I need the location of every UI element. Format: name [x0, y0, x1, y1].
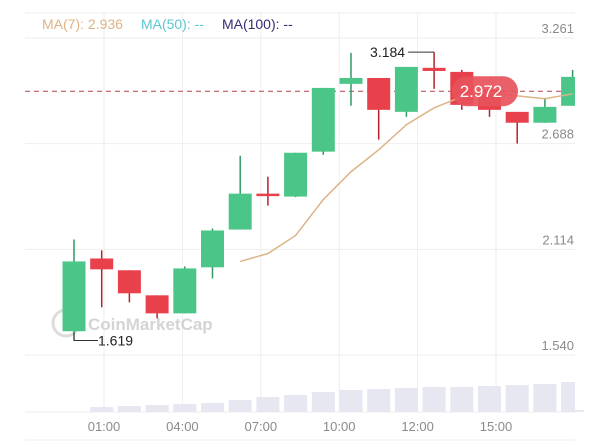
volume-bar: [422, 387, 446, 412]
candle: [201, 228, 224, 279]
candle-body: [533, 106, 557, 123]
candle-body: [394, 66, 418, 112]
last-price-value: 2.972: [460, 82, 503, 101]
candle-body: [201, 230, 224, 268]
y-tick-label: 2.688: [541, 127, 574, 142]
candle: [256, 176, 280, 206]
candle: [117, 270, 141, 303]
legend-ma100: MA(100): --: [221, 16, 293, 32]
volume-bar: [450, 387, 474, 412]
volume-bar: [90, 407, 114, 412]
y-tick-label: 3.261: [541, 21, 574, 36]
x-tick-label: 12:00: [401, 419, 434, 434]
volume-bar: [367, 389, 391, 412]
candle-body: [228, 193, 252, 230]
candle-body: [90, 258, 114, 270]
candle-body: [62, 261, 86, 332]
candle-body: [256, 193, 280, 197]
volume-bar: [478, 386, 501, 412]
volume-bar: [117, 406, 141, 412]
ma-legend: MA(7): 2.936 MA(50): -- MA(100): --: [42, 16, 293, 32]
candle-body: [117, 270, 141, 294]
volume-bar: [394, 388, 418, 412]
legend-ma7: MA(7): 2.936: [42, 16, 123, 32]
watermark-logo: CoinMarketCap: [88, 315, 213, 334]
candle-body: [311, 87, 335, 152]
volume-bar: [339, 390, 363, 412]
candle-body: [422, 67, 446, 71]
candle: [145, 295, 169, 319]
volume-bar: [173, 404, 197, 412]
candle: [284, 152, 308, 198]
volume-bar: [284, 395, 308, 412]
candle-body: [284, 152, 308, 197]
x-tick-label: 15:00: [480, 419, 513, 434]
candle: [339, 52, 363, 106]
x-tick-label: 01:00: [88, 419, 121, 434]
candle: [90, 250, 114, 308]
volume-bar: [228, 400, 252, 412]
candle-body: [367, 77, 391, 110]
legend-ma50: MA(50): --: [140, 16, 204, 32]
candle-body: [505, 111, 529, 123]
candle: [505, 111, 529, 144]
volume-bar: [201, 403, 224, 412]
low-marker-line: [73, 332, 98, 341]
candle: [367, 77, 391, 140]
candle: [62, 239, 86, 341]
volume-bar: [145, 405, 169, 412]
x-tick-label: 07:00: [245, 419, 278, 434]
y-tick-label: 2.114: [542, 232, 574, 247]
volume-bar: [311, 392, 335, 412]
candle-body: [339, 77, 363, 84]
candle: [228, 155, 252, 230]
candle: [173, 266, 197, 314]
low-price-label: 1.619: [98, 332, 133, 348]
volume-bar: [505, 385, 529, 412]
candle: [311, 87, 335, 155]
candle-body: [173, 268, 197, 314]
candle: [394, 66, 418, 117]
volume-bar: [256, 397, 280, 412]
candle: [533, 97, 557, 123]
x-tick-label: 04:00: [166, 419, 199, 434]
right-mask: [575, 0, 600, 410]
candle-body: [145, 295, 169, 314]
high-price-label: 3.184: [370, 44, 405, 60]
x-tick-label: 10:00: [323, 419, 356, 434]
candle: [422, 52, 446, 89]
y-tick-label: 1.540: [541, 338, 574, 353]
volume-bar: [533, 384, 557, 412]
last-price-badge: [452, 76, 518, 107]
